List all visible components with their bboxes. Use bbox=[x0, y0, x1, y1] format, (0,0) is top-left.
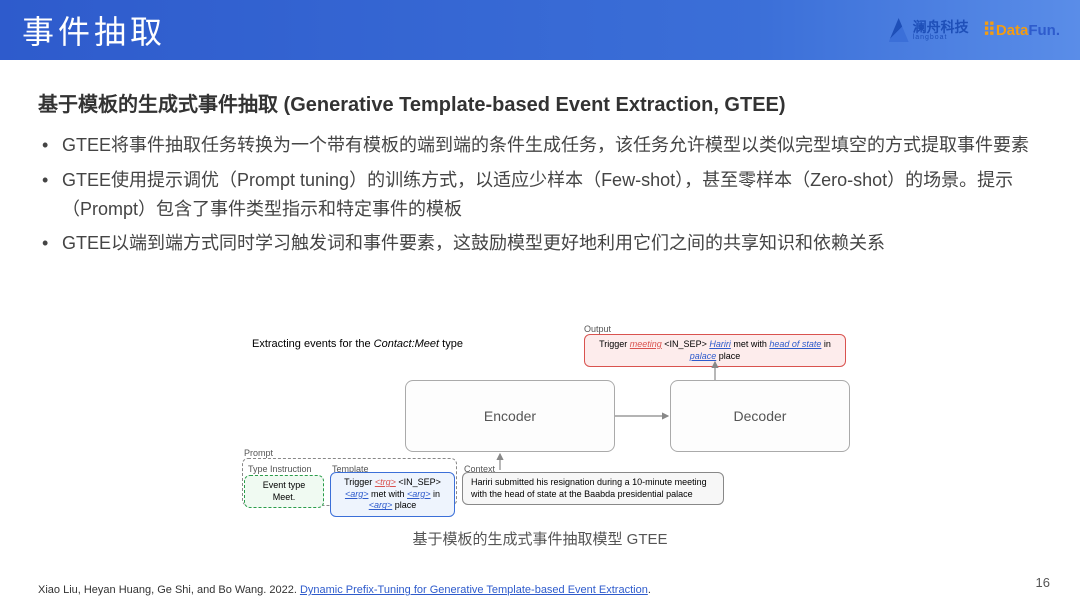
citation-prefix: Xiao Liu, Heyan Huang, Ge Shi, and Bo Wa… bbox=[38, 584, 300, 596]
diagram-title: Extracting events for the Contact:Meet t… bbox=[252, 338, 463, 350]
bullet-item: GTEE将事件抽取任务转换为一个带有模板的端到端的条件生成任务，该任务允许模型以… bbox=[38, 131, 1042, 160]
gtee-diagram: Extracting events for the Contact:Meet t… bbox=[240, 320, 860, 520]
type-instruction-label: Type Instruction bbox=[248, 464, 312, 474]
bullet-item: GTEE以端到端方式同时学习触发词和事件要素，这鼓励模型更好地利用它们之间的共享… bbox=[38, 229, 1042, 258]
slide-title: 事件抽取 bbox=[22, 7, 166, 53]
citation-link[interactable]: Dynamic Prefix-Tuning for Generative Tem… bbox=[300, 584, 648, 596]
citation-suffix: . bbox=[648, 584, 651, 596]
citation-footer: Xiao Liu, Heyan Huang, Ge Shi, and Bo Wa… bbox=[38, 584, 651, 596]
figure-caption: 基于模板的生成式事件抽取模型 GTEE bbox=[0, 528, 1080, 549]
type-instruction-box: Event type Meet. bbox=[244, 475, 324, 508]
decoder-box: Decoder bbox=[670, 380, 850, 452]
output-box: Trigger meeting <IN_SEP> Hariri met with… bbox=[584, 334, 846, 367]
langboat-sail-icon bbox=[889, 18, 909, 42]
datafun-b: Fun. bbox=[1028, 22, 1060, 39]
prompt-label: Prompt bbox=[244, 448, 273, 458]
datafun-logo: ⠿ DataFun. bbox=[983, 20, 1060, 41]
template-box: Trigger <trg> <IN_SEP> <arg> met with <a… bbox=[330, 472, 455, 517]
encoder-box: Encoder bbox=[405, 380, 615, 452]
bullet-item: GTEE使用提示调优（Prompt tuning）的训练方式，以适应少样本（Fe… bbox=[38, 166, 1042, 224]
logo-bar: 澜舟科技 langboat ⠿ DataFun. bbox=[889, 18, 1060, 42]
bullet-list: GTEE将事件抽取任务转换为一个带有模板的端到端的条件生成任务，该任务允许模型以… bbox=[38, 131, 1042, 258]
output-label: Output bbox=[584, 324, 611, 334]
page-number: 16 bbox=[1036, 575, 1050, 590]
langboat-cn: 澜舟科技 bbox=[913, 20, 969, 34]
subtitle: 基于模板的生成式事件抽取 (Generative Template-based … bbox=[38, 88, 1042, 117]
datafun-dots-icon: ⠿ bbox=[983, 20, 994, 41]
datafun-a: Data bbox=[996, 22, 1029, 39]
context-box: Hariri submitted his resignation during … bbox=[462, 472, 724, 505]
langboat-en: langboat bbox=[913, 34, 969, 41]
langboat-logo: 澜舟科技 langboat bbox=[889, 18, 969, 42]
content-area: 基于模板的生成式事件抽取 (Generative Template-based … bbox=[0, 60, 1080, 258]
